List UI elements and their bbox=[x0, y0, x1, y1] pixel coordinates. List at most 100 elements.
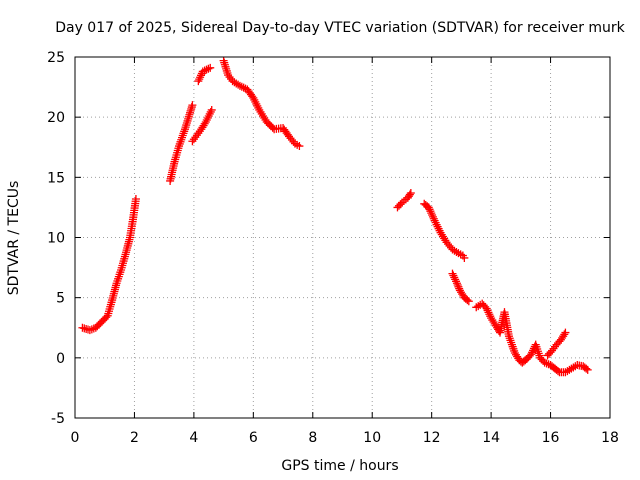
data-point bbox=[449, 271, 458, 280]
x-axis-label: GPS time / hours bbox=[281, 458, 398, 474]
x-tick-label: 18 bbox=[601, 430, 619, 446]
data-point bbox=[196, 73, 205, 82]
data-point bbox=[430, 216, 439, 225]
data-point bbox=[452, 247, 461, 256]
data-point bbox=[583, 365, 592, 374]
ticks-layer: 0 2 4 6 8 10 12 14 16 18 -5 0 5 10 15 20 25 bbox=[47, 50, 619, 446]
data-point bbox=[527, 350, 536, 359]
data-point bbox=[198, 67, 207, 76]
data-point bbox=[406, 188, 415, 197]
data-point bbox=[451, 275, 460, 284]
x-tick-label: 6 bbox=[249, 430, 258, 446]
data-point bbox=[192, 131, 201, 140]
data-point bbox=[252, 99, 261, 108]
data-point bbox=[85, 326, 94, 335]
y-tick-label: 0 bbox=[56, 351, 65, 367]
data-point bbox=[206, 63, 215, 72]
data-point bbox=[225, 73, 234, 82]
data-point bbox=[484, 308, 493, 317]
data-point bbox=[239, 83, 248, 92]
data-point bbox=[431, 218, 440, 227]
data-point bbox=[258, 111, 267, 120]
data-point bbox=[582, 364, 591, 373]
data-point bbox=[131, 194, 140, 203]
y-tick-label: 20 bbox=[47, 110, 65, 126]
data-point bbox=[224, 71, 233, 80]
data-point bbox=[483, 306, 492, 315]
y-tick-label: 10 bbox=[47, 231, 65, 247]
data-point bbox=[432, 220, 441, 229]
data-point bbox=[464, 297, 473, 306]
data-point bbox=[194, 77, 203, 86]
data-point bbox=[560, 330, 569, 339]
data-point bbox=[257, 109, 266, 118]
data-point bbox=[452, 277, 461, 286]
data-point bbox=[542, 359, 551, 368]
data-point bbox=[424, 203, 433, 212]
x-tick-label: 16 bbox=[542, 430, 560, 446]
data-point bbox=[268, 123, 277, 132]
y-tick-label: 5 bbox=[56, 291, 65, 307]
x-tick-label: 8 bbox=[308, 430, 317, 446]
data-point bbox=[256, 107, 265, 116]
data-point bbox=[549, 344, 558, 353]
x-tick-label: 12 bbox=[423, 430, 441, 446]
data-point bbox=[207, 105, 216, 114]
data-point bbox=[426, 207, 435, 216]
y-tick-label: 15 bbox=[47, 170, 65, 186]
data-point bbox=[195, 75, 204, 84]
data-point bbox=[250, 95, 259, 104]
data-point bbox=[202, 115, 211, 124]
data-point bbox=[460, 253, 469, 262]
x-tick-label: 4 bbox=[189, 430, 198, 446]
data-point bbox=[204, 111, 213, 120]
y-tick-label: 25 bbox=[47, 50, 65, 66]
data-point bbox=[295, 142, 304, 151]
data-point bbox=[235, 81, 244, 90]
data-point bbox=[450, 273, 459, 282]
y-tick-label: -5 bbox=[51, 411, 65, 427]
data-point bbox=[452, 279, 461, 288]
data-point bbox=[260, 113, 269, 122]
data-point bbox=[200, 66, 209, 75]
x-tick-label: 0 bbox=[71, 430, 80, 446]
data-point bbox=[429, 214, 438, 223]
data-point bbox=[529, 346, 538, 355]
data-point bbox=[448, 269, 457, 278]
data-point bbox=[253, 101, 262, 110]
data-point bbox=[544, 360, 553, 369]
data-point bbox=[485, 310, 494, 319]
data-point bbox=[428, 212, 437, 221]
data-point bbox=[188, 137, 197, 146]
data-point bbox=[206, 107, 215, 116]
x-tick-label: 14 bbox=[482, 430, 500, 446]
data-point bbox=[203, 113, 212, 122]
data-point bbox=[254, 103, 263, 112]
data-point bbox=[482, 304, 491, 313]
data-point bbox=[540, 358, 549, 367]
x-tick-label: 2 bbox=[130, 430, 139, 446]
data-point bbox=[455, 284, 464, 293]
grid-layer bbox=[75, 57, 610, 418]
data-point bbox=[189, 135, 198, 144]
data-point bbox=[463, 296, 472, 305]
data-point bbox=[434, 224, 443, 233]
data-point bbox=[454, 282, 463, 291]
data-points-layer bbox=[78, 56, 592, 377]
data-point bbox=[87, 325, 96, 334]
data-point bbox=[194, 129, 203, 138]
data-point bbox=[201, 117, 210, 126]
data-point bbox=[427, 209, 436, 218]
data-point bbox=[548, 346, 557, 355]
data-point bbox=[528, 348, 537, 357]
data-point bbox=[405, 190, 414, 199]
data-point bbox=[204, 64, 213, 73]
chart-title: Day 017 of 2025, Sidereal Day-to-day VTE… bbox=[55, 20, 625, 36]
data-point bbox=[188, 101, 197, 110]
data-point bbox=[197, 71, 206, 80]
data-point bbox=[553, 367, 562, 376]
data-point bbox=[251, 97, 260, 106]
data-point bbox=[255, 105, 264, 114]
